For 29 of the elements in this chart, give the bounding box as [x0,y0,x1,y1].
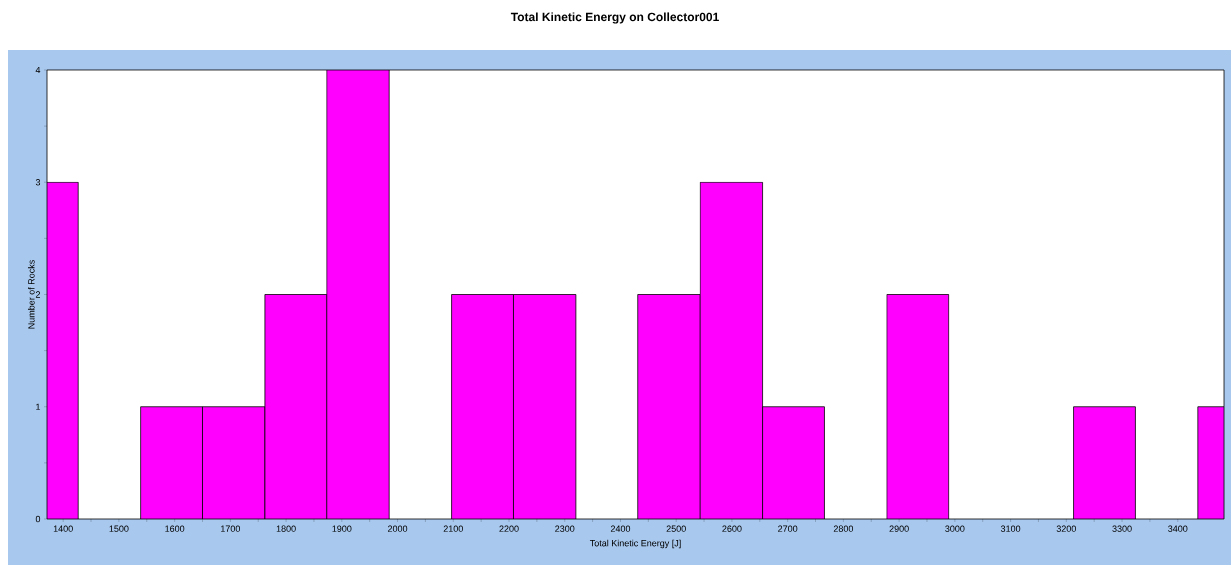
x-tick-label: 1700 [221,525,241,532]
x-tick-label: 2500 [666,525,686,532]
x-tick-label: 1600 [165,525,185,532]
x-tick-label: 2700 [778,525,798,532]
y-tick-label: 3 [35,179,41,186]
x-axis-title: Total Kinetic Energy [J] [589,539,681,549]
x-tick-label: 2900 [889,525,909,532]
x-tick-label: 2800 [833,525,854,532]
y-tick-label: 2 [35,291,41,298]
x-tick-label: 3400 [1168,525,1188,532]
x-tick-label: 2000 [387,525,408,532]
x-tick-label: 2100 [443,525,463,532]
chart-title: Total Kinetic Energy on Collector001 [510,12,719,24]
x-tick-label: 1800 [276,525,296,532]
x-tick-label: 1500 [109,525,129,532]
x-tick-label: 2200 [499,525,519,532]
x-tick-label: 2400 [610,525,631,532]
y-tick-label: 4 [35,66,41,74]
y-tick-label: 0 [35,515,41,523]
x-tick-label: 1400 [53,525,73,532]
x-tick-label: 2600 [722,525,742,532]
x-tick-label: 1900 [332,525,352,532]
x-tick-label: 3100 [1000,525,1021,532]
x-tick-label: 3300 [1112,525,1132,532]
x-tick-label: 3200 [1056,525,1076,532]
x-tick-label: 2300 [555,525,575,532]
y-tick-label: 1 [36,403,41,410]
x-tick-label: 3000 [945,525,965,532]
y-axis-title: Number of Rocks [27,260,35,329]
